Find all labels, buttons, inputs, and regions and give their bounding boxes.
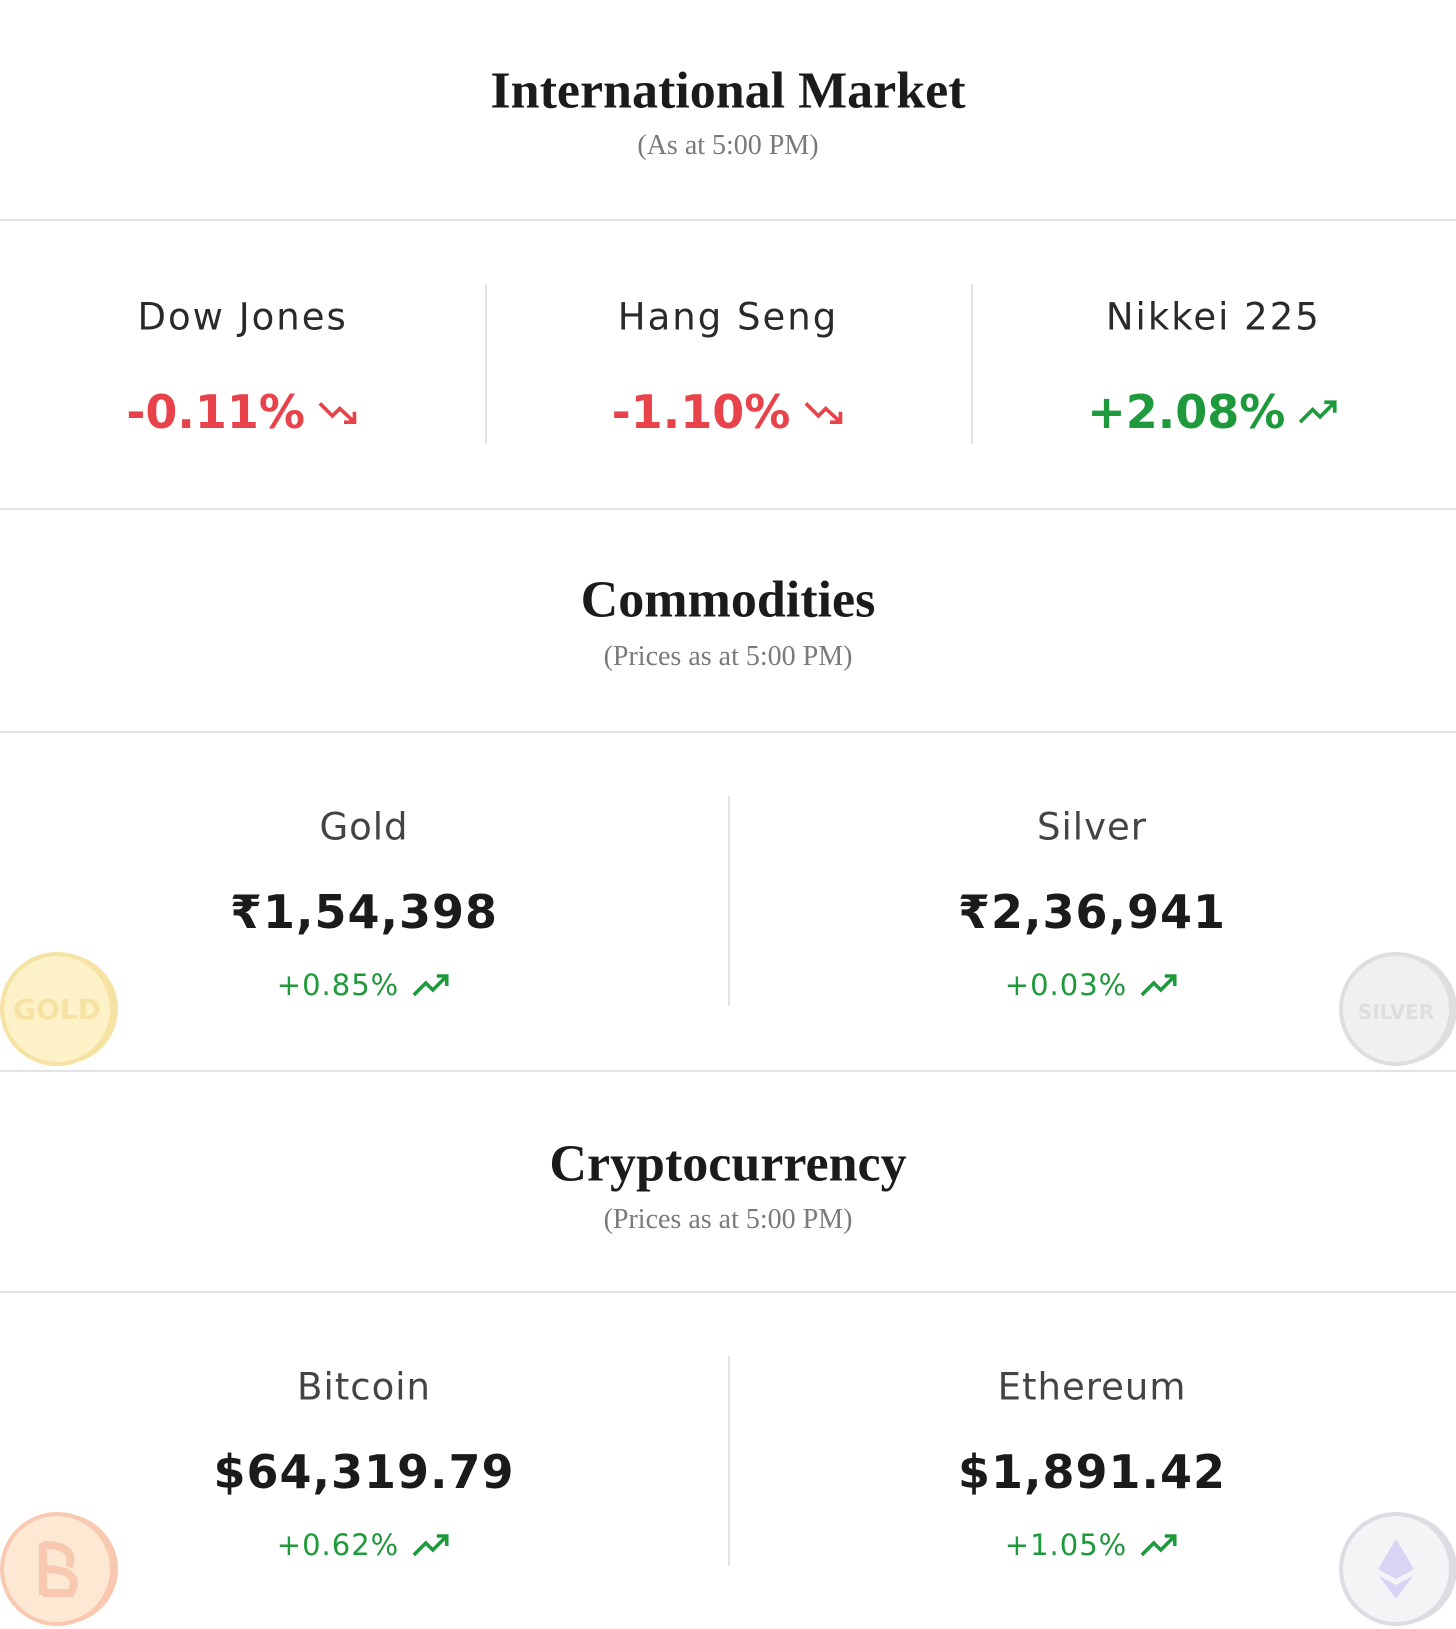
asset-name: Bitcoin <box>297 1365 431 1409</box>
trend-arrow <box>1140 1534 1177 1557</box>
change-value: +2.08% <box>1087 385 1286 439</box>
column-divider <box>728 1356 730 1566</box>
asset-price: ₹1,54,398 <box>230 885 498 939</box>
change-group: -1.10% <box>612 385 845 439</box>
trend-arrow <box>412 974 449 997</box>
arrow-path <box>1140 1534 1177 1557</box>
arrow-path <box>804 402 842 425</box>
trend-arrow <box>412 1534 449 1557</box>
trend-arrow <box>1299 400 1338 424</box>
change-value: +0.62% <box>276 1528 400 1562</box>
section-subtitle: (Prices as at 5:00 PM) <box>603 641 853 672</box>
coin <box>0 952 114 1066</box>
coin-icon <box>39 1541 78 1597</box>
divider <box>0 219 1456 221</box>
asset-price: $64,319.79 <box>213 1445 515 1499</box>
divider <box>0 1070 1456 1072</box>
trend-arrow <box>804 402 842 425</box>
divider <box>0 731 1456 733</box>
section-title: International Market <box>490 62 966 120</box>
column-divider <box>485 284 488 444</box>
change-value: +0.03% <box>1004 968 1128 1002</box>
divider <box>0 508 1456 510</box>
change-value: -0.11% <box>126 385 305 439</box>
index-name: Hang Seng <box>617 295 839 339</box>
change-value: +0.85% <box>276 968 400 1002</box>
change-value: -1.10% <box>611 385 791 439</box>
divider <box>0 1291 1456 1293</box>
change-group: -0.11% <box>126 385 359 439</box>
coin <box>1339 952 1453 1066</box>
arrow-path <box>318 402 357 425</box>
change-group: +2.08% <box>1087 385 1339 439</box>
section-subtitle: (As at 5:00 PM) <box>637 130 819 161</box>
arrow-path <box>1140 974 1177 997</box>
section-title: Cryptocurrency <box>549 1135 907 1193</box>
change-value: +1.05% <box>1004 1528 1128 1562</box>
trend-arrow <box>318 402 357 425</box>
arrow-path <box>412 974 449 997</box>
section-title: Commodities <box>580 571 876 629</box>
asset-price: ₹2,36,941 <box>958 885 1226 939</box>
coin-label: SILVER <box>1358 1000 1434 1024</box>
arrow-path <box>1299 400 1338 424</box>
change-group: +0.62% <box>277 1528 451 1562</box>
trend-arrow <box>1140 974 1177 997</box>
asset-price: $1,891.42 <box>958 1445 1226 1499</box>
change-group: +0.85% <box>277 968 451 1002</box>
column-divider <box>728 796 730 1006</box>
section-subtitle: (Prices as at 5:00 PM) <box>603 1204 853 1235</box>
change-group: +0.03% <box>1005 968 1179 1002</box>
arrow-path <box>412 1534 449 1557</box>
asset-name: Silver <box>1037 805 1147 849</box>
change-group: +1.05% <box>1005 1528 1179 1562</box>
asset-name: Ethereum <box>997 1365 1187 1409</box>
index-name: Dow Jones <box>137 295 348 339</box>
asset-name: Gold <box>319 805 409 849</box>
index-name: Nikkei 225 <box>1105 295 1321 339</box>
column-divider <box>970 284 973 444</box>
coin-label: GOLD <box>13 993 101 1026</box>
coin-icon <box>1378 1539 1414 1599</box>
